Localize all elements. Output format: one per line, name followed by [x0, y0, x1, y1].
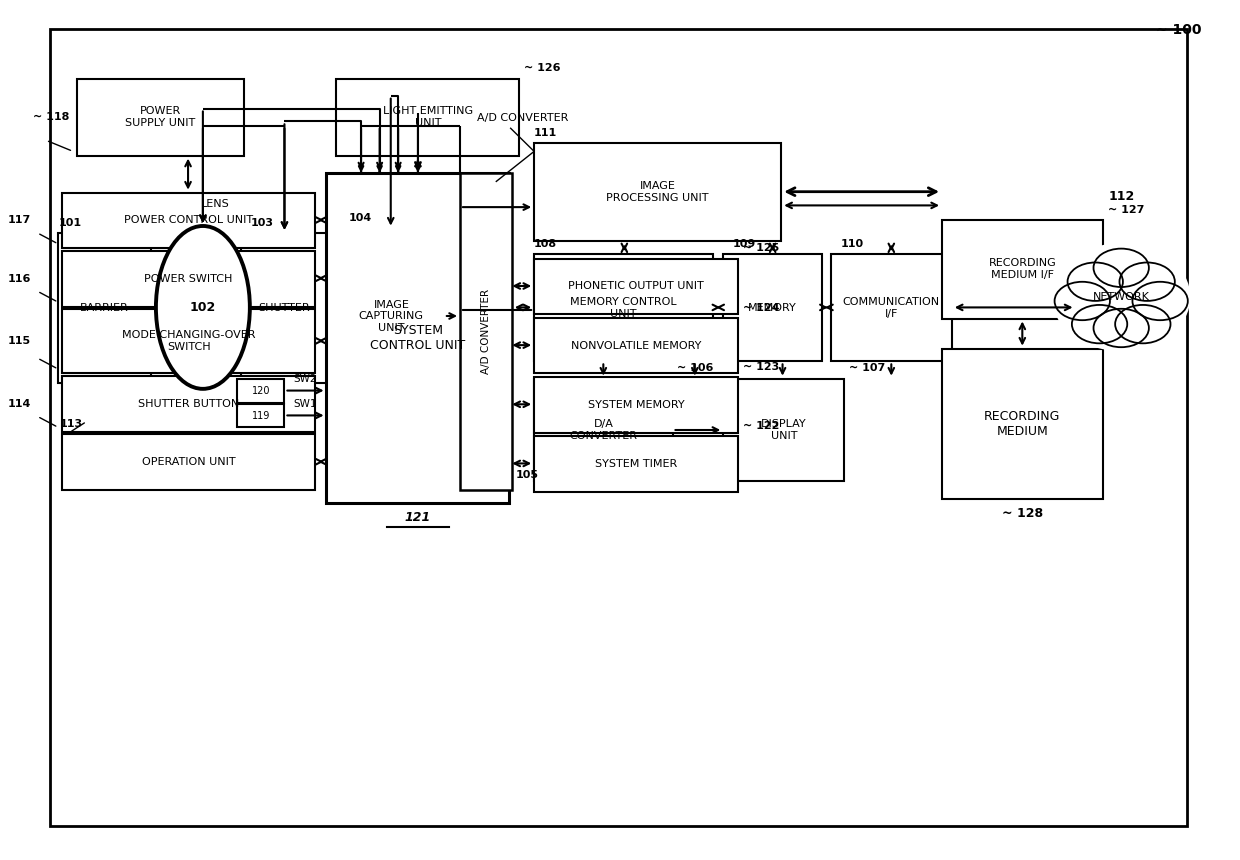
Text: ~ 123: ~ 123	[743, 362, 779, 372]
Text: LENS: LENS	[201, 199, 229, 209]
FancyBboxPatch shape	[534, 255, 713, 361]
FancyBboxPatch shape	[723, 378, 844, 482]
Text: 104: 104	[348, 213, 372, 224]
Ellipse shape	[1052, 243, 1190, 351]
Text: SHUTTER: SHUTTER	[259, 303, 310, 313]
Circle shape	[1132, 282, 1188, 320]
Text: 109: 109	[733, 239, 756, 249]
Text: A/D CONVERTER: A/D CONVERTER	[477, 114, 569, 123]
FancyBboxPatch shape	[62, 193, 315, 249]
Text: MODE CHANGING-OVER
SWITCH: MODE CHANGING-OVER SWITCH	[122, 330, 255, 352]
Text: POWER
SUPPLY UNIT: POWER SUPPLY UNIT	[125, 107, 196, 128]
Text: NETWORK: NETWORK	[1092, 292, 1149, 302]
Text: ~ 106: ~ 106	[677, 364, 714, 373]
FancyBboxPatch shape	[831, 255, 952, 361]
Text: SYSTEM TIMER: SYSTEM TIMER	[595, 459, 677, 469]
Text: A/D CONVERTER: A/D CONVERTER	[481, 289, 491, 374]
Text: POWER SWITCH: POWER SWITCH	[145, 273, 233, 284]
FancyBboxPatch shape	[77, 78, 244, 156]
FancyBboxPatch shape	[238, 404, 284, 427]
FancyBboxPatch shape	[534, 436, 738, 492]
FancyBboxPatch shape	[534, 143, 781, 242]
Text: 108: 108	[534, 239, 557, 249]
Text: 116: 116	[7, 273, 31, 284]
Text: ~ 127: ~ 127	[1107, 205, 1145, 215]
Text: 105: 105	[516, 470, 538, 480]
Text: D/A
CONVERTER: D/A CONVERTER	[569, 419, 637, 441]
Text: SW2: SW2	[294, 374, 317, 384]
Text: SYSTEM MEMORY: SYSTEM MEMORY	[588, 400, 684, 409]
Text: NONVOLATILE MEMORY: NONVOLATILE MEMORY	[570, 341, 702, 351]
Text: RECORDING
MEDIUM I/F: RECORDING MEDIUM I/F	[988, 259, 1056, 280]
Text: ~ 122: ~ 122	[743, 421, 780, 431]
Text: 101: 101	[58, 218, 82, 228]
FancyBboxPatch shape	[460, 173, 512, 490]
Text: 121: 121	[404, 512, 432, 525]
FancyBboxPatch shape	[534, 317, 738, 373]
Text: 120: 120	[252, 386, 270, 396]
Text: 111: 111	[534, 127, 557, 138]
Text: 114: 114	[7, 399, 31, 408]
Text: 119: 119	[252, 411, 270, 421]
Text: SHUTTER BUTTON: SHUTTER BUTTON	[138, 399, 239, 408]
Circle shape	[1071, 305, 1127, 343]
FancyBboxPatch shape	[339, 229, 444, 404]
Text: SYSTEM
CONTROL UNIT: SYSTEM CONTROL UNIT	[371, 324, 465, 352]
Circle shape	[1068, 262, 1123, 301]
Circle shape	[1094, 309, 1149, 347]
FancyBboxPatch shape	[534, 377, 738, 433]
FancyBboxPatch shape	[62, 434, 315, 490]
Text: ~ 125: ~ 125	[743, 243, 779, 254]
Text: LIGHT EMITTING
UNIT: LIGHT EMITTING UNIT	[383, 107, 472, 128]
Circle shape	[1094, 249, 1149, 287]
Text: PHONETIC OUTPUT UNIT: PHONETIC OUTPUT UNIT	[568, 281, 704, 292]
FancyBboxPatch shape	[326, 173, 510, 503]
FancyBboxPatch shape	[50, 29, 1187, 826]
Text: 103: 103	[250, 218, 274, 228]
Circle shape	[1120, 262, 1174, 301]
Text: ~ 124: ~ 124	[743, 303, 780, 312]
Circle shape	[1115, 305, 1171, 343]
FancyBboxPatch shape	[942, 348, 1102, 499]
Text: COMMUNICATION
I/F: COMMUNICATION I/F	[843, 297, 940, 319]
Text: ~ 118: ~ 118	[33, 112, 69, 122]
Text: SW1: SW1	[294, 398, 317, 408]
FancyBboxPatch shape	[58, 233, 151, 383]
Circle shape	[1054, 282, 1110, 320]
Text: MEMORY CONTROL
UNIT: MEMORY CONTROL UNIT	[570, 297, 677, 319]
Text: ~ 126: ~ 126	[525, 64, 560, 73]
FancyBboxPatch shape	[534, 259, 738, 314]
Text: IMAGE
PROCESSING UNIT: IMAGE PROCESSING UNIT	[606, 181, 709, 203]
Text: RECORDING
MEDIUM: RECORDING MEDIUM	[985, 409, 1060, 438]
FancyBboxPatch shape	[242, 233, 327, 383]
Text: OPERATION UNIT: OPERATION UNIT	[141, 458, 236, 467]
Text: ~ 107: ~ 107	[849, 364, 885, 373]
Text: MEMORY: MEMORY	[748, 303, 797, 313]
Ellipse shape	[156, 226, 249, 389]
Text: 113: 113	[60, 419, 83, 429]
Text: DISPLAY
UNIT: DISPLAY UNIT	[761, 419, 806, 441]
FancyBboxPatch shape	[534, 378, 672, 482]
Text: 117: 117	[7, 215, 31, 225]
Text: BARRIER: BARRIER	[81, 303, 129, 313]
FancyBboxPatch shape	[62, 309, 315, 373]
FancyBboxPatch shape	[238, 379, 284, 402]
FancyBboxPatch shape	[942, 220, 1102, 318]
Text: IMAGE
CAPTURING
UNIT: IMAGE CAPTURING UNIT	[358, 300, 424, 333]
Text: 102: 102	[190, 301, 216, 314]
FancyBboxPatch shape	[336, 78, 520, 156]
FancyBboxPatch shape	[62, 376, 315, 432]
Text: 110: 110	[841, 239, 864, 249]
FancyBboxPatch shape	[62, 251, 315, 306]
Text: ~ 128: ~ 128	[1002, 507, 1043, 520]
Text: 115: 115	[7, 336, 31, 347]
FancyBboxPatch shape	[723, 255, 822, 361]
Text: ~ 100: ~ 100	[1156, 23, 1202, 37]
Text: POWER CONTROL UNIT: POWER CONTROL UNIT	[124, 215, 253, 225]
Text: 112: 112	[1109, 190, 1135, 203]
